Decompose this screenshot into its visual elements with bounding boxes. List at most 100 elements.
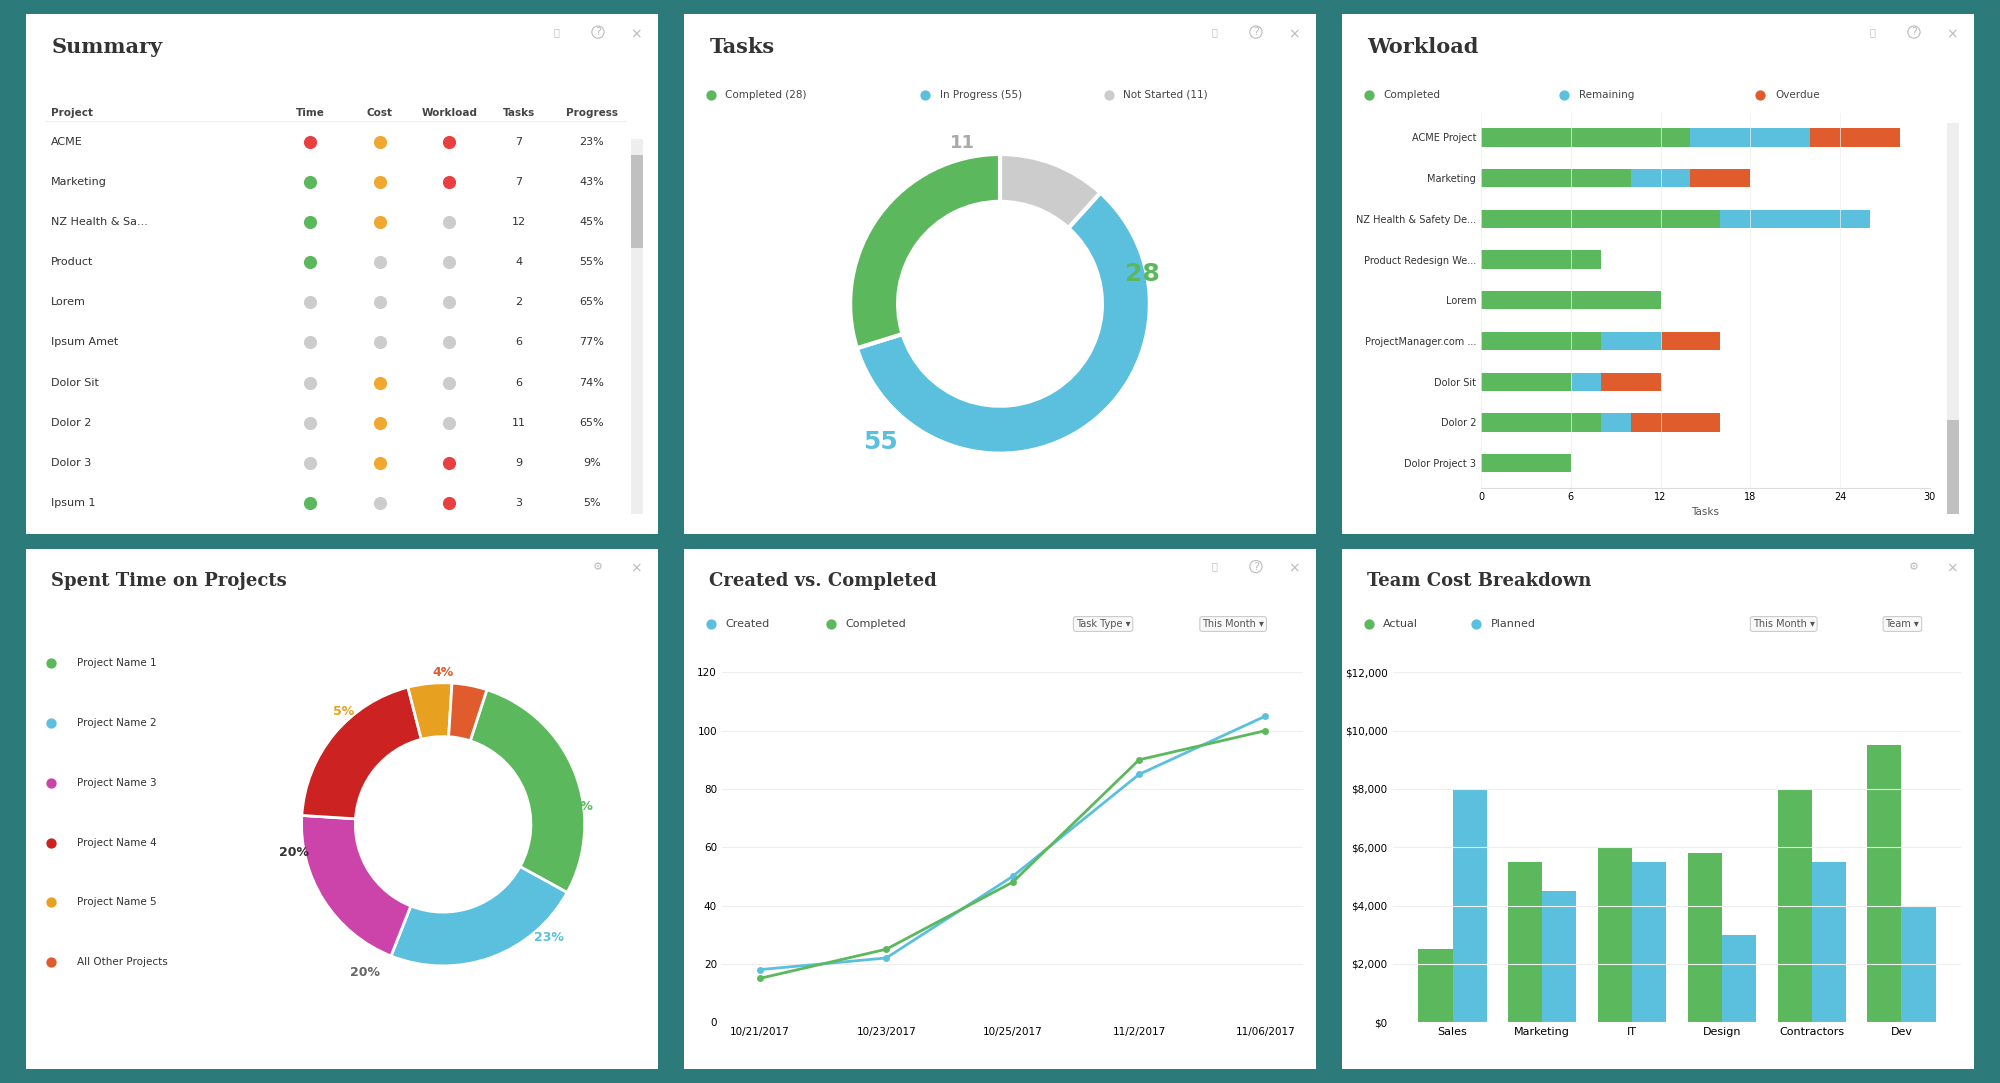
Point: [1092, 86, 1124, 103]
Bar: [1660, 331, 1720, 350]
Point: [434, 293, 466, 311]
Text: ?: ?: [1254, 27, 1258, 37]
Text: 7: 7: [516, 177, 522, 186]
Point: [294, 213, 326, 231]
Point: [1352, 615, 1384, 632]
Point: [434, 334, 466, 351]
Text: 11: 11: [512, 418, 526, 428]
Text: 28%: 28%: [562, 800, 592, 813]
Text: Completed (28): Completed (28): [726, 90, 806, 100]
Text: Progress: Progress: [566, 107, 618, 118]
Bar: [1598, 847, 1632, 1022]
Wedge shape: [392, 866, 568, 966]
Text: Completed: Completed: [1384, 90, 1440, 100]
Text: ×: ×: [1946, 562, 1958, 575]
Point: [364, 414, 396, 431]
Bar: [1630, 414, 1720, 432]
Point: [36, 893, 68, 911]
Bar: [1418, 949, 1452, 1022]
Text: All Other Projects: All Other Projects: [76, 957, 168, 967]
Text: Lorem: Lorem: [52, 298, 86, 308]
Text: Dolor Sit: Dolor Sit: [52, 378, 100, 388]
Text: 4%: 4%: [432, 666, 454, 679]
Point: [294, 414, 326, 431]
Bar: [1482, 250, 1600, 269]
Bar: [1868, 745, 1902, 1022]
Text: Team Cost Breakdown: Team Cost Breakdown: [1368, 572, 1592, 590]
Text: Planned: Planned: [1490, 619, 1536, 629]
Text: 23%: 23%: [534, 931, 564, 944]
Text: Project Name 3: Project Name 3: [76, 778, 156, 787]
Text: NZ Health & Sa...: NZ Health & Sa...: [52, 217, 148, 227]
Text: 🔍: 🔍: [1212, 562, 1218, 572]
Point: [434, 253, 466, 271]
Text: 6: 6: [516, 338, 522, 348]
Bar: [1600, 373, 1660, 391]
Text: 43%: 43%: [580, 177, 604, 186]
Bar: [1778, 788, 1812, 1022]
Point: [294, 455, 326, 472]
Point: [694, 86, 726, 103]
Text: Not Started (11): Not Started (11): [1124, 90, 1208, 100]
Text: Ipsum Amet: Ipsum Amet: [52, 338, 118, 348]
Wedge shape: [408, 682, 452, 740]
Bar: [1600, 414, 1630, 432]
Point: [364, 495, 396, 512]
Text: ×: ×: [630, 562, 642, 575]
Text: 20%: 20%: [280, 846, 310, 859]
Text: Workload: Workload: [422, 107, 478, 118]
Text: 🔍: 🔍: [554, 27, 560, 37]
Point: [434, 455, 466, 472]
Bar: [1690, 169, 1750, 187]
Wedge shape: [448, 683, 486, 741]
Text: ×: ×: [1946, 27, 1958, 41]
Text: Dolor 3: Dolor 3: [52, 458, 92, 468]
Text: ?: ?: [1912, 27, 1916, 37]
Text: Created: Created: [726, 619, 770, 629]
Text: 🔍: 🔍: [1870, 27, 1876, 37]
Wedge shape: [850, 154, 1000, 349]
Point: [364, 334, 396, 351]
Bar: [1690, 128, 1810, 146]
Bar: [1948, 123, 1958, 513]
Text: 65%: 65%: [580, 418, 604, 428]
Text: Tasks: Tasks: [502, 107, 536, 118]
Text: Completed: Completed: [846, 619, 906, 629]
Point: [434, 133, 466, 151]
Text: ⚙: ⚙: [592, 562, 602, 572]
Point: [364, 293, 396, 311]
Bar: [1722, 935, 1756, 1022]
Bar: [1570, 373, 1600, 391]
Bar: [1482, 169, 1630, 187]
Text: Summary: Summary: [52, 38, 162, 57]
Point: [364, 173, 396, 191]
Bar: [1482, 414, 1600, 432]
Text: Product: Product: [52, 257, 94, 268]
Text: 45%: 45%: [580, 217, 604, 227]
Bar: [632, 139, 642, 513]
Text: Marketing: Marketing: [52, 177, 108, 186]
Text: ACME: ACME: [52, 136, 84, 146]
Bar: [1810, 128, 1900, 146]
Bar: [1542, 891, 1576, 1022]
Point: [694, 615, 726, 632]
Wedge shape: [302, 815, 410, 956]
Text: Workload: Workload: [1368, 38, 1478, 57]
Text: 28: 28: [1126, 262, 1160, 286]
Point: [1548, 86, 1580, 103]
Text: Spent Time on Projects: Spent Time on Projects: [52, 572, 288, 590]
Text: Created vs. Completed: Created vs. Completed: [710, 572, 938, 590]
Wedge shape: [856, 193, 1150, 454]
Point: [814, 615, 846, 632]
Point: [364, 455, 396, 472]
Text: 4: 4: [516, 257, 522, 268]
Point: [434, 414, 466, 431]
Bar: [1688, 853, 1722, 1022]
Text: ×: ×: [1288, 27, 1300, 41]
Text: ×: ×: [630, 27, 642, 41]
Bar: [1902, 905, 1936, 1022]
Point: [294, 253, 326, 271]
Text: Team ▾: Team ▾: [1886, 619, 1920, 629]
Text: Ipsum 1: Ipsum 1: [52, 498, 96, 508]
Point: [434, 173, 466, 191]
